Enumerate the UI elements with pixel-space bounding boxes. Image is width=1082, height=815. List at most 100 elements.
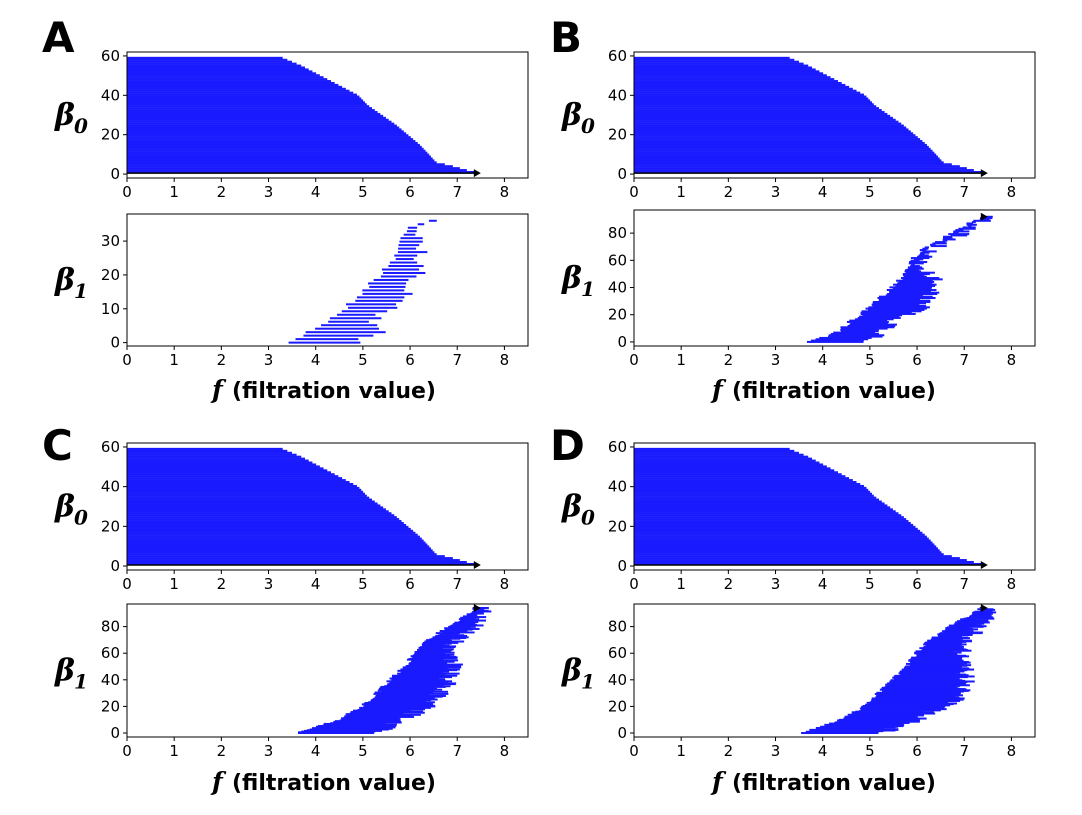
y-tick-label: 40 (608, 671, 627, 689)
y-tick-label: 20 (101, 126, 120, 144)
x-tick-label: 3 (771, 742, 781, 760)
barcode-bar (634, 527, 918, 531)
barcode-bar (889, 286, 933, 289)
barcode-bar (634, 138, 921, 141)
barcode-bar (127, 486, 360, 490)
barcode-bar (127, 107, 373, 110)
barcode-bar (127, 143, 420, 147)
barcode-bar (127, 459, 309, 462)
y-axis-label: β (54, 263, 75, 298)
barcode-bar (893, 283, 937, 286)
barcode-bar (127, 66, 306, 69)
barcode-bar (127, 537, 422, 540)
barcode-bar (362, 289, 405, 292)
barcode-bar (930, 245, 947, 248)
barcode-bar (381, 268, 420, 271)
barcode-bar (127, 451, 292, 454)
barcode-bar (885, 294, 923, 297)
x-tick-label: 5 (865, 742, 875, 760)
barcode-bar (127, 161, 437, 164)
barcode-bar (466, 616, 487, 619)
barcode-bar (127, 533, 418, 536)
barcode-bar (634, 529, 921, 532)
barcode-bar (127, 525, 409, 529)
barcode-bar (846, 320, 889, 323)
barcode-bar (127, 473, 335, 476)
barcode-bar (634, 68, 816, 71)
barcode-bar (398, 244, 420, 247)
barcode-bar (634, 557, 960, 560)
barcode-bar (878, 299, 931, 302)
barcode-bar (127, 136, 411, 139)
barcode-bar (849, 319, 888, 322)
barcode-bar (380, 275, 417, 278)
barcode-bar (127, 111, 378, 114)
x-tick-label: 4 (818, 351, 828, 369)
barcode-bar (634, 531, 923, 534)
barcode-bar (127, 149, 426, 152)
barcode-bar (918, 254, 929, 257)
barcode-bar (634, 169, 974, 172)
x-tick-label: 6 (912, 183, 922, 201)
barcode-bar (127, 482, 354, 486)
x-tick-label: 2 (217, 183, 227, 201)
barcode-bar (127, 124, 397, 127)
barcode-bar (127, 449, 288, 452)
barcode-bar (127, 484, 357, 488)
x-tick-label: 8 (1007, 575, 1017, 593)
barcode-bar (127, 81, 335, 85)
barcode-bar (634, 518, 907, 521)
barcode-bar (127, 469, 328, 472)
barcode-bar (634, 481, 857, 484)
barcode-bar (968, 225, 972, 228)
x-tick-label: 7 (959, 351, 969, 369)
barcode-bar (634, 525, 916, 529)
barcode-bar (634, 107, 880, 110)
barcode-bar (127, 167, 460, 170)
x-tick-label: 0 (122, 183, 132, 201)
x-tick-label: 6 (405, 575, 415, 593)
x-tick-label: 8 (500, 575, 510, 593)
barcode-bar (862, 314, 903, 317)
barcode-bar (634, 482, 861, 486)
barcode-bar (634, 122, 902, 125)
barcode-bar (634, 103, 874, 106)
y-axis-label: β (561, 98, 582, 133)
y-tick-label: 40 (608, 478, 627, 496)
x-tick-label: 8 (500, 351, 510, 369)
y-axis-label: β (561, 654, 582, 689)
y-tick-label: 80 (608, 224, 627, 242)
barcode-bar (860, 311, 912, 314)
y-tick-label: 80 (608, 618, 627, 636)
barcode-bar (337, 313, 376, 316)
barcode-bar (911, 263, 915, 266)
y-tick-label: 20 (608, 517, 627, 535)
barcode-bar (127, 457, 306, 460)
barcode-bar (127, 101, 365, 104)
barcode-bar (634, 547, 938, 550)
barcode-bar (634, 85, 850, 89)
x-tick-label: 6 (405, 742, 415, 760)
y-tick-label: 0 (110, 557, 120, 575)
y-tick-label: 20 (608, 306, 627, 324)
barcode-bar (850, 322, 888, 325)
x-tick-label: 0 (629, 742, 639, 760)
infinite-arrow-icon (473, 561, 481, 570)
barcode-bar (634, 167, 967, 170)
x-tick-label: 8 (1007, 351, 1017, 369)
barcode-bar (634, 89, 857, 92)
barcode-bar (348, 306, 398, 309)
plot-frame (126, 442, 529, 571)
barcode-bar (127, 120, 392, 123)
x-axis-label: f (filtration value) (710, 767, 936, 796)
barcode-bar (127, 523, 407, 527)
y-tick-label: 0 (110, 724, 120, 742)
y-tick-label: 40 (608, 279, 627, 297)
barcode-bar (127, 157, 433, 160)
barcode-bar (634, 157, 940, 160)
x-axis-label-symbol: f (210, 375, 227, 404)
